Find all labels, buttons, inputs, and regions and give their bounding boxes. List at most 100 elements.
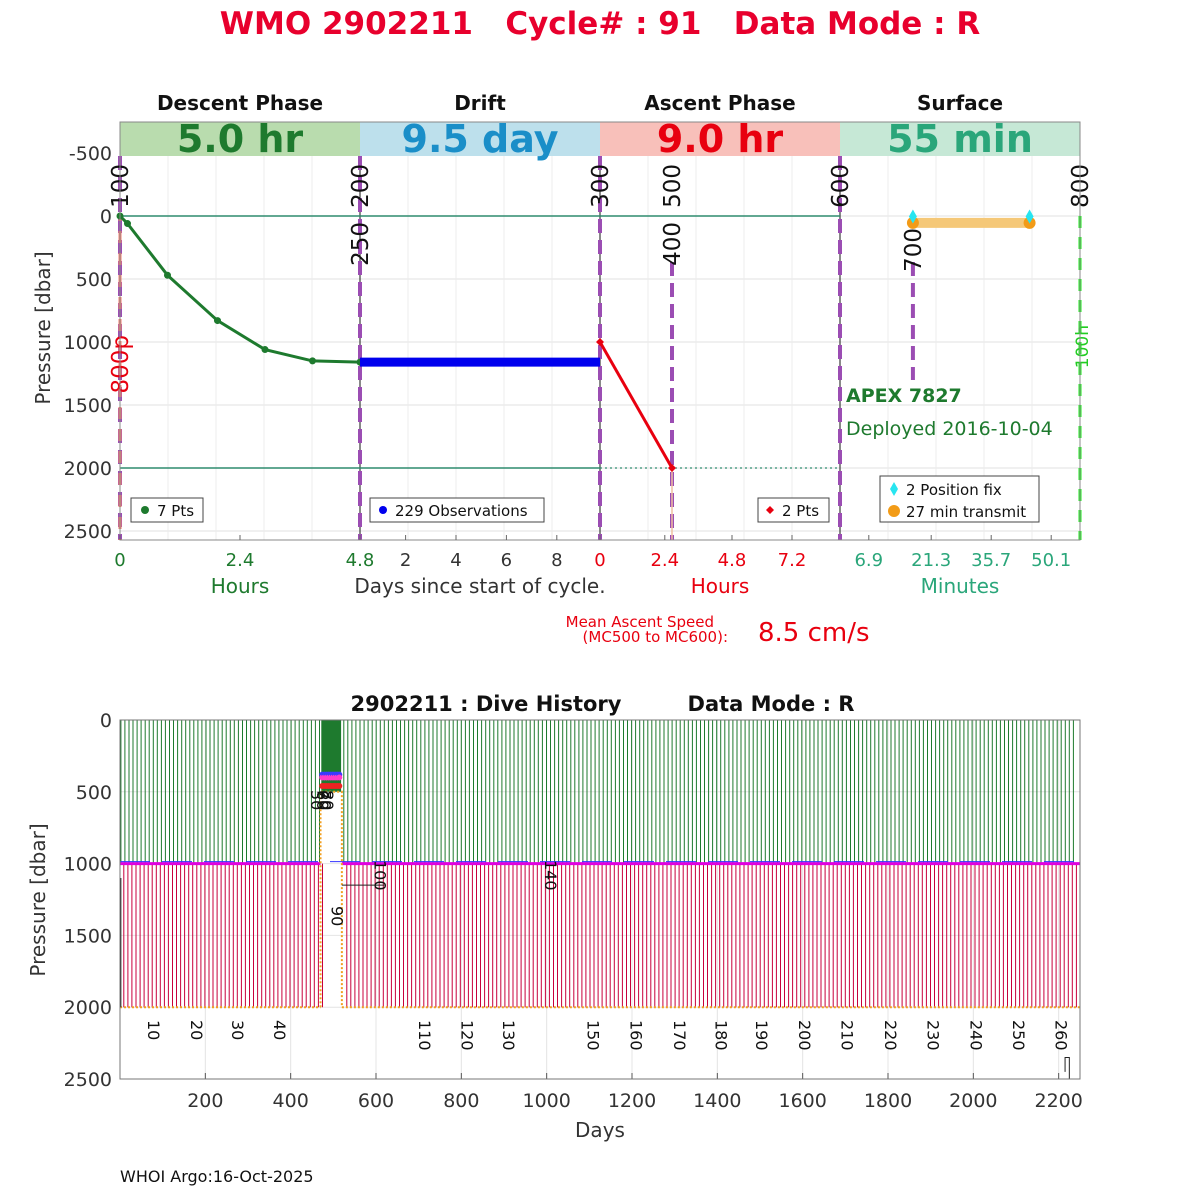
descent-legend-label: 7 Pts (157, 502, 194, 520)
history-cycle-label: 50 (307, 790, 326, 810)
history-cycle-label: 190 (752, 1020, 771, 1051)
position-fix-point (908, 209, 917, 224)
position-fix-legend-label: 2 Position fix (906, 481, 1002, 499)
mission-code-700: 700 (901, 228, 927, 272)
drift-legend-marker (379, 506, 387, 514)
phase-tick-label-surface: 50.1 (1031, 550, 1071, 571)
phase-duration-drift: 9.5 day (402, 117, 559, 161)
surface-legend-box (879, 475, 1040, 523)
history-title-right: Data Mode : R (688, 692, 855, 716)
history-cycle-label: 140 (541, 860, 560, 891)
history-gap-marker (336, 783, 343, 790)
history-ylabel: Pressure [dbar] (26, 823, 50, 976)
ascent-point (596, 338, 604, 346)
history-ytick-label: 1000 (64, 854, 112, 876)
history-gap-marker (336, 774, 343, 781)
descent-point (309, 357, 316, 365)
phase-duration-descent: 5.0 hr (177, 117, 304, 161)
history-cycle-label: 260 (1052, 1020, 1071, 1051)
history-cycle-label: 210 (837, 1020, 856, 1051)
history-cycle-label: 230 (924, 1020, 943, 1051)
ascent-legend-label: 2 Pts (782, 502, 819, 520)
descent-point (124, 220, 131, 228)
transmit-legend-marker (888, 505, 900, 517)
history-xlabel: Days (575, 1118, 625, 1142)
phase-band-descent (120, 122, 360, 156)
phase-tick-label-descent: 2.4 (226, 550, 255, 571)
history-ytick-label: 2500 (64, 1069, 112, 1091)
history-xtick-label: 1800 (864, 1090, 912, 1112)
descent-legend-marker (141, 506, 149, 514)
history-xtick-label: 200 (187, 1090, 223, 1112)
history-title-left: 2902211 : Dive History (351, 692, 622, 716)
history-cycle-label: 60 (313, 790, 332, 810)
history-cycle-label: 120 (458, 1020, 477, 1051)
history-profile-gap (319, 790, 343, 1008)
mission-code-400: 400 (660, 222, 686, 266)
cycle-ylabel: Pressure [dbar] (31, 251, 55, 404)
cycle-ytick-label: 2500 (64, 521, 112, 543)
history-cycle-label: 30 (228, 1020, 247, 1040)
phase-tick-label-ascent: 7.2 (778, 550, 807, 571)
mission-code-200: 200 (348, 164, 374, 208)
mission-code-250: 250 (348, 222, 374, 266)
history-ytick-label: 1500 (64, 925, 112, 947)
history-xtick-label: 600 (358, 1090, 394, 1112)
float-model-label: APEX 7827 (846, 385, 962, 407)
figure-title: WMO 2902211 Cycle# : 91 Data Mode : R (220, 6, 981, 42)
history-descent-series (120, 720, 1074, 864)
phase-duration-surface: 55 min (887, 117, 1033, 161)
cycle-xlabel: Days since start of cycle. (354, 574, 605, 598)
phase-tick-label-surface: 6.9 (854, 550, 883, 571)
history-cycle-label: 20 (187, 1020, 206, 1040)
phase-band-ascent (600, 122, 840, 156)
transmit-legend-label: 27 min transmit (906, 503, 1026, 521)
descent-point (261, 346, 269, 354)
phase-tick-label-surface: 21.3 (911, 550, 951, 571)
descent-point (164, 271, 171, 279)
phase-duration-ascent: 9.0 hr (657, 117, 784, 161)
history-xtick-label: 2000 (949, 1090, 997, 1112)
ascent-legend-marker (766, 506, 774, 514)
descent-line (118, 214, 361, 364)
history-xtick-label: 800 (443, 1090, 479, 1112)
mission-code-300: 300 (588, 164, 614, 208)
phase-unit-label-surface: Minutes (921, 574, 1000, 598)
history-cycle-label: 40 (270, 1020, 289, 1040)
phase-band-surface (840, 122, 1080, 156)
history-ytick-label: 2000 (64, 997, 112, 1019)
history-cycle-label: 200 (795, 1020, 814, 1051)
history-axes: 200 400 600 800 1000 1200 1400 1600 1800 2000 2200… (64, 710, 1083, 1112)
cycle-marks (116, 209, 1036, 472)
position-fix-legend-marker (890, 482, 898, 496)
phase-name-descent: Descent Phase (157, 91, 323, 115)
history-cycle-label: 100 (370, 860, 389, 891)
phase-tick-label-ascent: 2.4 (650, 550, 679, 571)
history-axes-box (119, 719, 1081, 1080)
history-cycle-label: 150 (584, 1020, 603, 1051)
history-cycle-label: 240 (966, 1020, 985, 1051)
ascent-speed-value: 8.5 cm/s (758, 618, 870, 648)
cycle-ytick-label: -500 (69, 143, 112, 165)
footer-credit: WHOI Argo:16-Oct-2025 (120, 1167, 314, 1186)
cycle-ytick-label: 500 (76, 269, 112, 291)
phase-unit-label-descent: Hours (211, 574, 270, 598)
mission-code-100: 100 (108, 164, 134, 208)
phase-name-surface: Surface (917, 91, 1003, 115)
mission-code-800p: 800p (108, 335, 134, 394)
history-cycle-label: 220 (881, 1020, 900, 1051)
history-xtick-label: 2200 (1034, 1090, 1082, 1112)
descent-point (214, 317, 221, 325)
history-xtick-label: 1400 (693, 1090, 741, 1112)
phase-name-drift: Drift (454, 91, 506, 115)
ascent-line (598, 341, 674, 469)
drift-legend-box (369, 497, 545, 523)
history-ytick-label: 500 (76, 782, 112, 804)
phase-tick-label-drift: 8 (551, 550, 562, 571)
cycle-legends: 7 Pts 229 Observations 2 Pts 2 Position fix… (130, 475, 1040, 523)
cycle-ytick-label: 1500 (64, 395, 112, 417)
history-cycle-label: 180 (712, 1020, 731, 1051)
history-cycle-label: 250 (1009, 1020, 1028, 1051)
